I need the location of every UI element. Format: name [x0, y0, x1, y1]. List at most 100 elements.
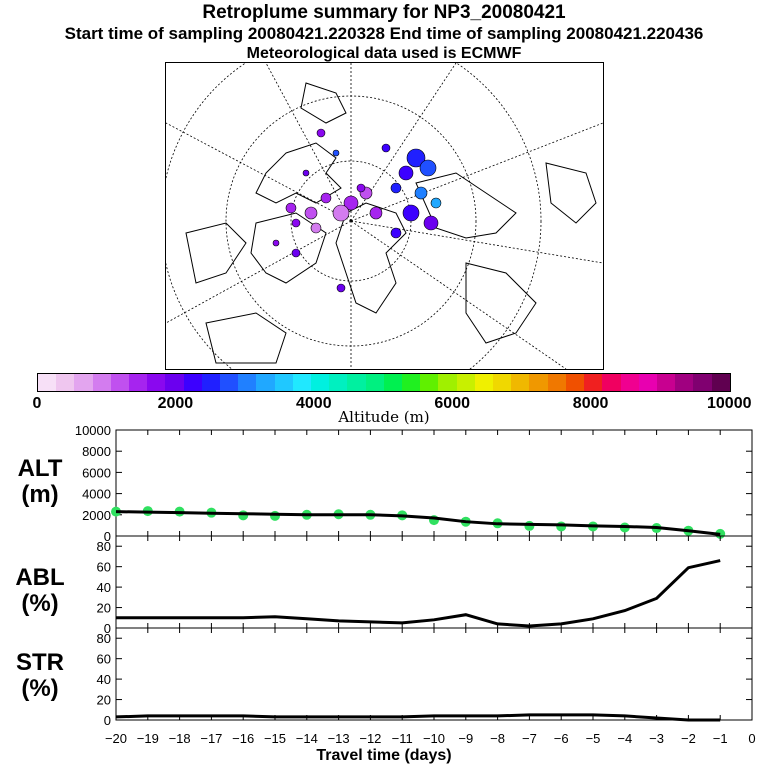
- colorbar-swatch: [493, 374, 512, 391]
- colorbar-swatch: [602, 374, 621, 391]
- colorbar-swatch: [693, 374, 712, 391]
- colorbar-swatch: [147, 374, 166, 391]
- colorbar-swatch: [547, 374, 566, 391]
- colorbar-swatch: [365, 374, 384, 391]
- alt-point: [238, 510, 249, 521]
- x-tick-label: −17: [200, 731, 222, 746]
- alt-point: [111, 506, 121, 517]
- colorbar-swatch: [274, 374, 293, 391]
- colorbar-swatch: [711, 374, 730, 391]
- alt-label-unit: (m): [21, 481, 59, 508]
- x-tick-label: −19: [137, 731, 159, 746]
- colorbar-swatch: [402, 374, 421, 391]
- colorbar-swatch: [56, 374, 75, 391]
- colorbar-swatch: [74, 374, 93, 391]
- colorbar-swatch: [638, 374, 657, 391]
- colorbar-swatch: [110, 374, 130, 391]
- colorbar-swatch: [329, 374, 348, 391]
- y-tick-label: 20: [97, 693, 111, 708]
- colorbar-swatch: [420, 374, 439, 391]
- colorbar-swatch: [529, 374, 548, 391]
- x-tick-label: −13: [328, 731, 350, 746]
- abl-label-unit: (%): [21, 590, 59, 617]
- alt-label-name: ALT: [17, 455, 63, 482]
- colorbar-swatch: [620, 374, 639, 391]
- y-tick-label: 4000: [82, 487, 111, 502]
- colorbar-tick-label: 0: [32, 395, 42, 412]
- abl-series-line: [116, 559, 721, 628]
- colorbar-swatch: [256, 374, 275, 391]
- y-tick-label: 40: [97, 672, 111, 687]
- str-frame: [115, 627, 753, 721]
- x-tick-label: −9: [458, 731, 473, 746]
- colorbar-swatch: [456, 374, 475, 391]
- colorbar-swatch: [38, 374, 57, 391]
- alt-point: [270, 510, 280, 521]
- x-tick-label: −16: [232, 731, 254, 746]
- met-data-note: Meteorological data used is ECMWF: [246, 45, 522, 62]
- x-tick-label: −3: [649, 731, 664, 746]
- colorbar-tick-label: 6000: [434, 395, 470, 412]
- colorbar-swatch: [220, 374, 239, 391]
- polar-map-graphic: [166, 63, 603, 369]
- y-tick-label: 60: [97, 652, 111, 667]
- y-tick-label: 40: [97, 580, 111, 595]
- y-tick-label: 2000: [82, 508, 111, 523]
- colorbar-swatch: [238, 374, 257, 391]
- y-tick-label: 0: [104, 713, 111, 728]
- colorbar-swatch: [584, 374, 603, 391]
- x-tick-label: −8: [490, 731, 505, 746]
- alt-point: [524, 520, 535, 531]
- colorbar-swatch: [183, 374, 202, 391]
- colorbar-swatch: [474, 374, 494, 391]
- x-tick-label: −1: [713, 731, 728, 746]
- y-tick-label: 80: [97, 539, 111, 554]
- colorbar-swatch: [383, 374, 403, 391]
- x-tick-label: −6: [554, 731, 569, 746]
- colorbar-swatch: [201, 374, 221, 391]
- colorbar-swatch: [675, 374, 694, 391]
- y-tick-label: 8000: [82, 444, 111, 459]
- x-tick-label: −7: [522, 731, 537, 746]
- y-tick-label: 10000: [75, 423, 111, 438]
- colorbar-swatch: [438, 374, 457, 391]
- str-series-line: [115, 713, 721, 722]
- x-tick-label: −20: [105, 731, 127, 746]
- colorbar-swatch: [565, 374, 585, 391]
- sampling-times: Start time of sampling 20080421.220328 E…: [64, 24, 704, 43]
- x-tick-label: −4: [617, 731, 632, 746]
- x-tick-label: −11: [392, 731, 413, 746]
- colorbar-swatch: [511, 374, 530, 391]
- colorbar-swatch: [129, 374, 148, 391]
- x-tick-label: −14: [296, 731, 318, 746]
- colorbar-tick-label: 2000: [157, 395, 194, 412]
- x-axis-label: Travel time (days): [316, 747, 452, 764]
- abl-frame: [115, 535, 753, 629]
- x-tick-label: −5: [586, 731, 601, 746]
- x-tick-label: −2: [681, 731, 696, 746]
- colorbar-swatch: [292, 374, 312, 391]
- x-tick-label: −12: [359, 731, 381, 746]
- y-tick-label: 6000: [82, 465, 111, 480]
- colorbar-tick-label: 10000: [707, 395, 752, 412]
- chart-title: Retroplume summary for NP3_20080421: [202, 2, 566, 23]
- abl-label-name: ABL: [15, 564, 65, 591]
- polar-map: [165, 62, 604, 370]
- alt-series-line: [115, 510, 721, 536]
- y-tick-label: 80: [97, 631, 111, 646]
- colorbar-label: Altitude (m): [338, 408, 430, 426]
- colorbar-swatch: [656, 374, 676, 391]
- x-tick-label: −15: [264, 731, 286, 746]
- altitude-colorbar: [37, 373, 731, 392]
- colorbar-swatch: [165, 374, 184, 391]
- y-tick-label: 20: [97, 601, 111, 616]
- y-tick-label: 0: [104, 529, 111, 544]
- alt-panel-label: ALT (m): [5, 456, 75, 508]
- colorbar-swatch: [347, 374, 366, 391]
- colorbar-swatch: [92, 374, 111, 391]
- abl-panel-label: ABL (%): [5, 565, 75, 617]
- y-tick-label: 0: [104, 621, 111, 636]
- x-tick-label: −18: [169, 731, 191, 746]
- x-tick-label: 0: [748, 731, 755, 746]
